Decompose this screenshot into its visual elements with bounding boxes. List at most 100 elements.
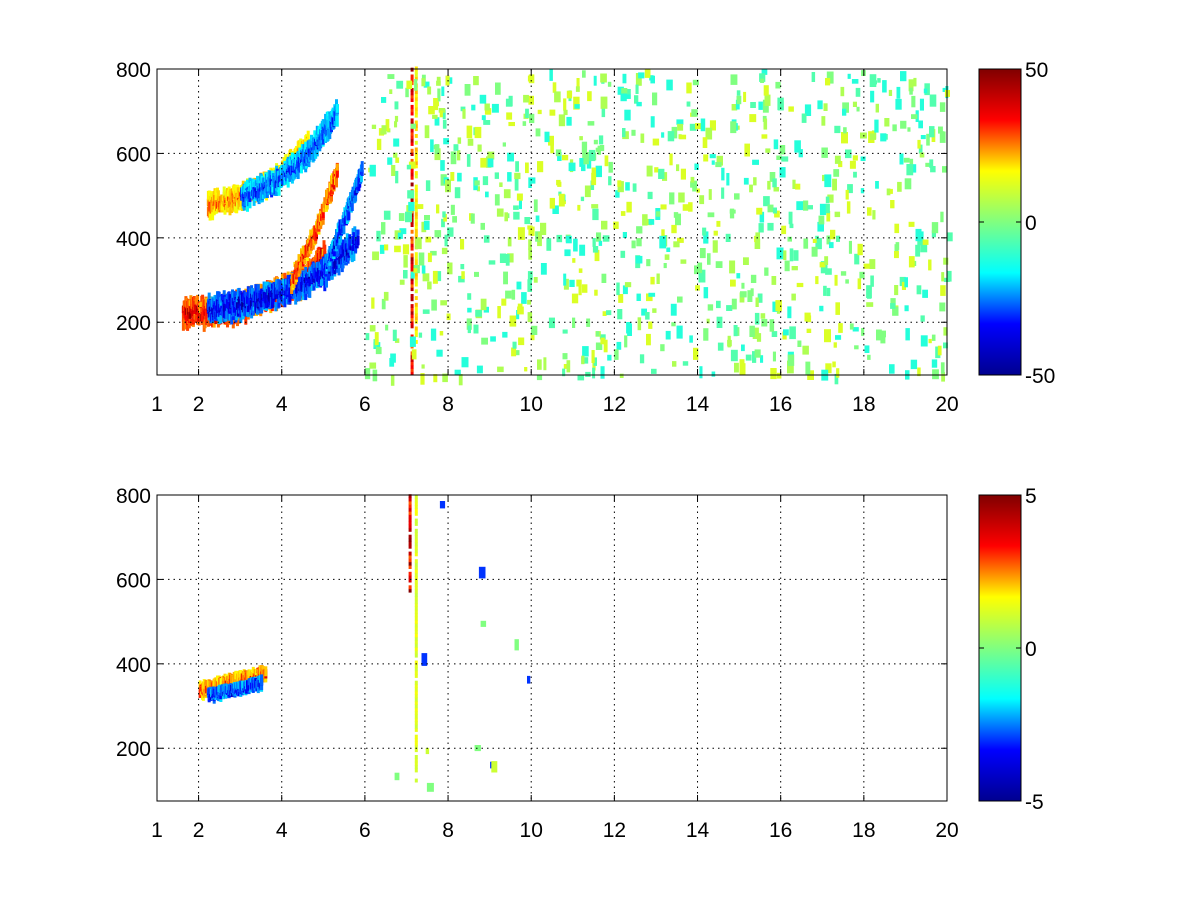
heatmap-cell: [624, 109, 631, 121]
heatmap-cell: [857, 278, 862, 290]
heatmap-cell: [259, 283, 263, 292]
heatmap-cell: [442, 119, 447, 129]
heatmap-cell: [752, 159, 759, 165]
x-tick-label: 8: [442, 819, 454, 842]
heatmap-cell: [369, 325, 376, 332]
heatmap-cell: [509, 315, 517, 327]
heatmap-cell: [729, 208, 735, 219]
heatmap-cell: [572, 258, 576, 263]
heatmap-cell: [430, 328, 437, 341]
heatmap-cell: [347, 210, 351, 221]
heatmap-cell: [890, 298, 896, 308]
heatmap-cell: [767, 204, 774, 213]
heatmap-cell: [410, 294, 414, 298]
heatmap-cell: [467, 307, 472, 313]
heatmap-cell: [277, 298, 281, 308]
heatmap-cell: [474, 126, 482, 139]
heatmap-cell: [721, 167, 725, 181]
heatmap-cell: [761, 69, 768, 75]
heatmap-cell: [511, 289, 516, 300]
heatmap-cell: [713, 230, 718, 236]
heatmap-cell: [281, 165, 285, 174]
heatmap-cell: [716, 300, 721, 309]
heatmap-cell: [268, 282, 272, 288]
axes-frame: [156, 494, 948, 802]
heatmap-cell: [855, 87, 861, 97]
heatmap-cell: [940, 211, 944, 223]
x-tick-label: 12: [603, 819, 626, 842]
heatmap-cell: [319, 262, 323, 270]
heatmap-cell: [332, 246, 336, 257]
heatmap-cell: [854, 345, 859, 350]
heatmap-cell: [445, 75, 450, 86]
heatmap-cell: [394, 245, 401, 253]
heatmap-cell: [725, 233, 731, 242]
heatmap-cell: [414, 623, 418, 628]
heatmap-cell: [414, 140, 418, 145]
heatmap-cell: [626, 201, 632, 213]
heatmap-cell: [217, 291, 221, 300]
heatmap-cell: [414, 589, 418, 594]
heatmap-cell: [516, 281, 522, 290]
heatmap-cell: [352, 251, 356, 261]
heatmap-cell: [626, 322, 631, 334]
heatmap-cell: [574, 104, 580, 109]
heatmap-cell: [616, 282, 620, 296]
heatmap-cell: [563, 109, 568, 116]
heatmap-cell: [230, 192, 234, 203]
heatmap-cell: [822, 174, 826, 182]
heatmap-cell: [312, 151, 316, 161]
heatmap-cell: [410, 260, 414, 265]
heatmap-cell: [843, 127, 847, 134]
heatmap-cell: [408, 161, 416, 169]
heatmap-cell: [505, 254, 510, 266]
heatmap-cell: [450, 204, 455, 215]
heatmap-cell: [252, 198, 256, 206]
heatmap-cell: [636, 293, 641, 301]
heatmap-cell: [513, 211, 520, 220]
heatmap-cell: [666, 79, 673, 91]
heatmap-cell: [594, 289, 598, 296]
heatmap-cell: [418, 252, 425, 266]
heatmap-cell: [410, 108, 414, 113]
heatmap-cell: [819, 203, 827, 216]
heatmap-cell: [877, 78, 881, 83]
heatmap-cell: [414, 572, 418, 577]
heatmap-cell: [275, 284, 279, 291]
heatmap-cell: [716, 155, 723, 166]
heatmap-cell: [414, 184, 418, 189]
heatmap-cell: [919, 231, 924, 242]
heatmap-cell: [408, 554, 412, 559]
heatmap-cell: [833, 169, 840, 177]
heatmap-cell: [671, 322, 676, 327]
heatmap-cell: [315, 229, 318, 240]
heatmap-cell: [422, 309, 430, 314]
heatmap-cell: [703, 287, 709, 299]
heatmap-cell: [246, 200, 249, 212]
heatmap-cell: [743, 257, 749, 265]
heatmap-cell: [841, 132, 848, 144]
heatmap-cell: [566, 116, 572, 126]
heatmap-cell: [342, 225, 346, 235]
heatmap-cell: [315, 147, 319, 157]
heatmap-cell: [423, 81, 430, 88]
heatmap-cell: [703, 154, 709, 162]
heatmap-cell: [555, 149, 562, 157]
heatmap-cell: [264, 675, 268, 683]
heatmap-cell: [644, 69, 651, 78]
heatmap-cell: [372, 251, 379, 261]
heatmap-cell: [736, 90, 741, 96]
heatmap-cell: [408, 578, 412, 583]
heatmap-cell: [414, 565, 418, 570]
heatmap-cell: [646, 333, 651, 346]
x-tick-label: 6: [359, 393, 371, 416]
heatmap-cell: [335, 246, 338, 258]
heatmap-cell: [480, 222, 485, 230]
heatmap-cell: [339, 233, 343, 243]
heatmap-cell: [703, 328, 709, 341]
heatmap-cell: [608, 161, 613, 173]
heatmap-cell: [646, 293, 653, 302]
heatmap-cell: [410, 364, 414, 369]
heatmap-cell: [506, 112, 513, 120]
heatmap-cell: [414, 120, 418, 125]
